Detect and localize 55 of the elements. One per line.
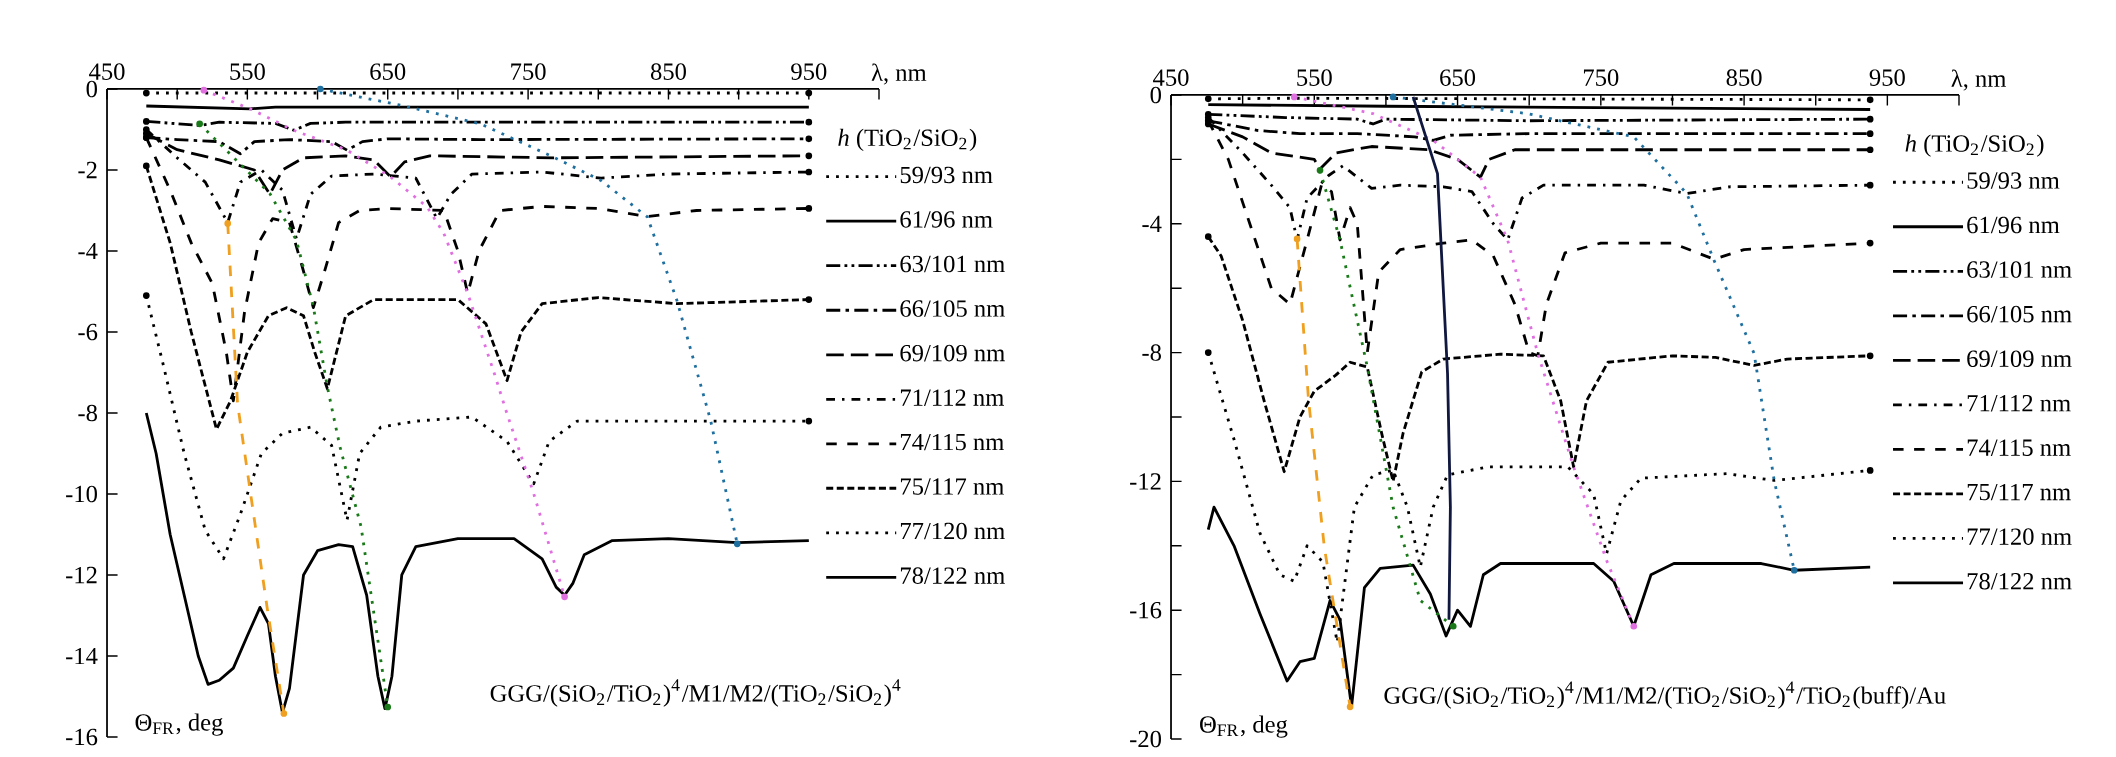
legend-label: 75/117 nm — [900, 478, 1004, 495]
x-axis-title: λ, nm — [871, 63, 927, 85]
legend-label: 75/117 nm — [1967, 483, 2071, 501]
y-axis-title: Θ$_{FR}$, deg — [1200, 715, 1288, 738]
legend-label: 66/105 nm — [1967, 305, 2072, 323]
x-tick-label: 850 — [1726, 69, 1762, 86]
x-tick-label: 450 — [89, 63, 125, 80]
x-tick-label: 550 — [1297, 69, 1332, 86]
y-tick-label: -2 — [78, 161, 97, 179]
y-tick-label: -4 — [1142, 215, 1162, 232]
legend-label: 69/109 nm — [900, 344, 1005, 362]
y-tick-label: -12 — [66, 566, 97, 584]
legend-label: 63/101 nm — [1967, 261, 2072, 278]
x-tick-label: 750 — [1583, 69, 1619, 86]
legend-label: 69/109 nm — [1967, 350, 2072, 367]
legend-label: 77/120 nm — [1967, 528, 2072, 545]
x-tick-label: 650 — [1440, 69, 1476, 86]
legend-label: 61/96 nm — [900, 211, 993, 228]
x-tick-label: 450 — [1153, 69, 1189, 86]
y-tick-label: -16 — [66, 728, 98, 746]
x-axis-title: λ, nm — [1951, 69, 2007, 91]
legend-label: 78/122 nm — [900, 567, 1005, 584]
legend-label: 77/120 nm — [900, 522, 1005, 540]
y-tick-label: -6 — [78, 323, 98, 341]
text: GGG/(SiO$_{2}$/TiO$_{2}$)$^{4}$/M1/M2/(TiO$_{2}$/SiO$_{2}$)$^{4}$ — [490, 679, 901, 707]
y-tick-label: -4 — [78, 242, 98, 260]
y-tick-label: -14 — [66, 647, 98, 665]
legend-label: 71/112 nm — [900, 389, 1004, 406]
x-tick-label: 950 — [791, 63, 827, 80]
y-tick-label: -8 — [1142, 344, 1161, 361]
legend-label: 74/115 nm — [900, 433, 1004, 451]
x-tick-label: 650 — [370, 63, 406, 80]
x-tick-label: 950 — [1869, 69, 1905, 86]
y-tick-label: -12 — [1130, 473, 1161, 490]
legend-label: 63/101 nm — [900, 255, 1005, 273]
y-tick-label: -8 — [78, 404, 97, 422]
y-tick-label: -20 — [1130, 730, 1161, 748]
x-tick-label: 750 — [511, 63, 546, 80]
y-tick-label: 0 — [1150, 86, 1161, 104]
x-tick-label: 850 — [650, 63, 686, 80]
legend-label: 78/122 nm — [1967, 572, 2072, 590]
y-axis-title: Θ$_{FR}$, deg — [135, 713, 223, 736]
y-tick-label: -16 — [1130, 601, 1162, 619]
x-tick-label: 550 — [230, 63, 265, 80]
legend-label: 61/96 nm — [1967, 216, 2060, 234]
legend-label: 74/115 nm — [1967, 439, 2071, 456]
legend-label: 66/105 nm — [900, 300, 1005, 317]
text: GGG/(SiO$_{2}$/TiO$_{2}$)$^{4}$/M1/M2/(TiO$_{2}$/SiO$_{2}$)$^{4}$/TiO$_{2}$(buff)/Au — [1384, 681, 1946, 709]
legend-label: 71/112 nm — [1967, 394, 2071, 412]
legend-title: h (TiO$_{2}$/SiO$_{2}$) — [838, 128, 977, 152]
legend-label: 59/93 nm — [900, 166, 993, 184]
legend-title: h (TiO$_{2}$/SiO$_{2}$) — [1905, 134, 2044, 157]
legend-label: 59/93 nm — [1967, 172, 2060, 189]
y-tick-label: -10 — [66, 485, 97, 503]
y-tick-label: 0 — [86, 80, 97, 98]
